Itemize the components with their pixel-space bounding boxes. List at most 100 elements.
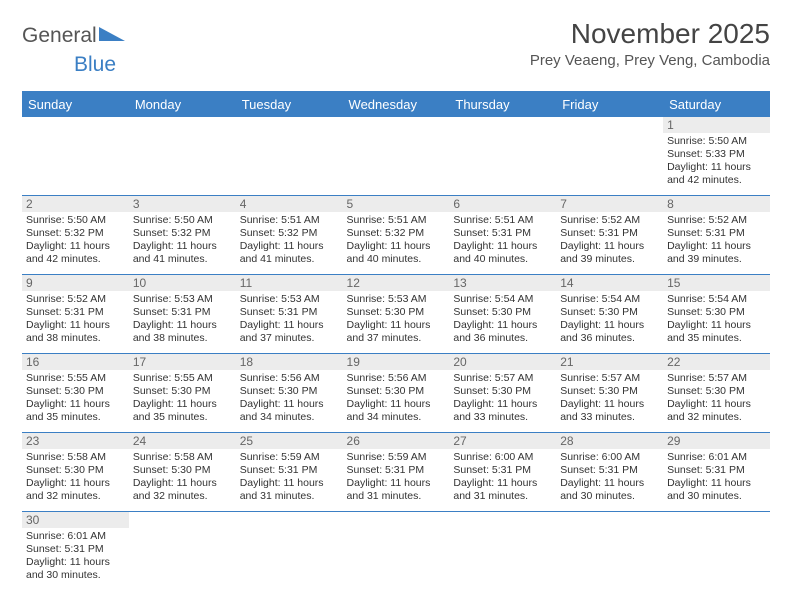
day-info: Sunrise: 6:00 AMSunset: 5:31 PMDaylight:…: [453, 451, 552, 504]
day-info: Sunrise: 5:52 AMSunset: 5:31 PMDaylight:…: [560, 214, 659, 267]
calendar-cell: [236, 117, 343, 196]
calendar-cell: [449, 117, 556, 196]
day-number: 20: [449, 354, 556, 370]
day-number: 15: [663, 275, 770, 291]
day-number: 3: [129, 196, 236, 212]
calendar-cell: 17 Sunrise: 5:55 AMSunset: 5:30 PMDayligh…: [129, 354, 236, 433]
calendar-cell: 29 Sunrise: 6:01 AMSunset: 5:31 PMDayligh…: [663, 433, 770, 512]
day-info: Sunrise: 5:53 AMSunset: 5:31 PMDaylight:…: [133, 293, 232, 346]
day-number: 28: [556, 433, 663, 449]
day-info: Sunrise: 5:58 AMSunset: 5:30 PMDaylight:…: [133, 451, 232, 504]
calendar-table: SundayMondayTuesdayWednesdayThursdayFrid…: [22, 92, 770, 590]
calendar-cell: 6Sunrise: 5:51 AMSunset: 5:31 PMDaylight…: [449, 196, 556, 275]
calendar-cell: 30Sunrise: 6:01 AMSunset: 5:31 PMDayligh…: [22, 512, 129, 591]
col-header: Tuesday: [236, 92, 343, 117]
calendar-cell: 14Sunrise: 5:54 AMSunset: 5:30 PMDayligh…: [556, 275, 663, 354]
calendar-cell: [449, 512, 556, 591]
day-info: Sunrise: 5:50 AMSunset: 5:32 PMDaylight:…: [26, 214, 125, 267]
day-number: 16: [22, 354, 129, 370]
col-header: Sunday: [22, 92, 129, 117]
calendar-cell: 12Sunrise: 5:53 AMSunset: 5:30 PMDayligh…: [343, 275, 450, 354]
month-title: November 2025: [530, 18, 770, 50]
calendar-cell: [663, 512, 770, 591]
day-info: Sunrise: 5:53 AMSunset: 5:31 PMDaylight:…: [240, 293, 339, 346]
calendar-row: 30Sunrise: 6:01 AMSunset: 5:31 PMDayligh…: [22, 512, 770, 591]
calendar-cell: 8 Sunrise: 5:52 AMSunset: 5:31 PMDaylight…: [663, 196, 770, 275]
calendar-cell: [343, 512, 450, 591]
day-info: Sunrise: 5:55 AMSunset: 5:30 PMDaylight:…: [26, 372, 125, 425]
calendar-body: 1Sunrise: 5:50 AMSunset: 5:33 PMDaylight…: [22, 117, 770, 590]
day-number: 4: [236, 196, 343, 212]
day-info: Sunrise: 5:57 AMSunset: 5:30 PMDaylight:…: [453, 372, 552, 425]
logo: General: [22, 18, 127, 48]
day-number: 14: [556, 275, 663, 291]
calendar-cell: [129, 117, 236, 196]
day-number: 9: [22, 275, 129, 291]
calendar-cell: 24Sunrise: 5:58 AMSunset: 5:30 PMDayligh…: [129, 433, 236, 512]
calendar-cell: [236, 512, 343, 591]
day-info: Sunrise: 5:56 AMSunset: 5:30 PMDaylight:…: [347, 372, 446, 425]
calendar-cell: 4Sunrise: 5:51 AMSunset: 5:32 PMDaylight…: [236, 196, 343, 275]
day-number: 17: [129, 354, 236, 370]
flag-icon: [99, 25, 125, 48]
col-header: Thursday: [449, 92, 556, 117]
calendar-cell: [556, 512, 663, 591]
calendar-cell: 19Sunrise: 5:56 AMSunset: 5:30 PMDayligh…: [343, 354, 450, 433]
day-number: 10: [129, 275, 236, 291]
day-number: 7: [556, 196, 663, 212]
day-info: Sunrise: 5:57 AMSunset: 5:30 PMDaylight:…: [667, 372, 766, 425]
day-number: 12: [343, 275, 450, 291]
day-number: 23: [22, 433, 129, 449]
calendar-cell: 23Sunrise: 5:58 AMSunset: 5:30 PMDayligh…: [22, 433, 129, 512]
day-number: 13: [449, 275, 556, 291]
day-info: Sunrise: 5:54 AMSunset: 5:30 PMDaylight:…: [667, 293, 766, 346]
day-info: Sunrise: 5:55 AMSunset: 5:30 PMDaylight:…: [133, 372, 232, 425]
calendar-row: 1Sunrise: 5:50 AMSunset: 5:33 PMDaylight…: [22, 117, 770, 196]
day-number: 8: [663, 196, 770, 212]
day-info: Sunrise: 5:50 AMSunset: 5:33 PMDaylight:…: [667, 135, 766, 188]
day-number: 27: [449, 433, 556, 449]
calendar-cell: 10 Sunrise: 5:53 AMSunset: 5:31 PMDayligh…: [129, 275, 236, 354]
day-number: 11: [236, 275, 343, 291]
calendar-cell: 13 Sunrise: 5:54 AMSunset: 5:30 PMDayligh…: [449, 275, 556, 354]
calendar-cell: 15 Sunrise: 5:54 AMSunset: 5:30 PMDayligh…: [663, 275, 770, 354]
day-number: 29: [663, 433, 770, 449]
day-info: Sunrise: 5:51 AMSunset: 5:32 PMDaylight:…: [347, 214, 446, 267]
calendar-row: 23Sunrise: 5:58 AMSunset: 5:30 PMDayligh…: [22, 433, 770, 512]
calendar-cell: 5Sunrise: 5:51 AMSunset: 5:32 PMDaylight…: [343, 196, 450, 275]
day-info: Sunrise: 6:00 AMSunset: 5:31 PMDaylight:…: [560, 451, 659, 504]
col-header: Saturday: [663, 92, 770, 117]
calendar-cell: 27 Sunrise: 6:00 AMSunset: 5:31 PMDayligh…: [449, 433, 556, 512]
calendar-cell: 3 Sunrise: 5:50 AMSunset: 5:32 PMDaylight…: [129, 196, 236, 275]
day-info: Sunrise: 5:52 AMSunset: 5:31 PMDaylight:…: [667, 214, 766, 267]
day-info: Sunrise: 5:50 AMSunset: 5:32 PMDaylight:…: [133, 214, 232, 267]
logo-text-b: Blue: [74, 53, 116, 76]
calendar-cell: 2 Sunrise: 5:50 AMSunset: 5:32 PMDaylight…: [22, 196, 129, 275]
calendar-cell: 9 Sunrise: 5:52 AMSunset: 5:31 PMDaylight…: [22, 275, 129, 354]
calendar-cell: 25Sunrise: 5:59 AMSunset: 5:31 PMDayligh…: [236, 433, 343, 512]
day-number: 22: [663, 354, 770, 370]
day-info: Sunrise: 6:01 AMSunset: 5:31 PMDaylight:…: [26, 530, 125, 583]
day-number: 25: [236, 433, 343, 449]
day-info: Sunrise: 5:59 AMSunset: 5:31 PMDaylight:…: [347, 451, 446, 504]
day-number: 21: [556, 354, 663, 370]
day-info: Sunrise: 5:54 AMSunset: 5:30 PMDaylight:…: [453, 293, 552, 346]
calendar-cell: 11 Sunrise: 5:53 AMSunset: 5:31 PMDayligh…: [236, 275, 343, 354]
calendar-cell: 21 Sunrise: 5:57 AMSunset: 5:30 PMDayligh…: [556, 354, 663, 433]
calendar-cell: 28 Sunrise: 6:00 AMSunset: 5:31 PMDayligh…: [556, 433, 663, 512]
calendar-cell: 26Sunrise: 5:59 AMSunset: 5:31 PMDayligh…: [343, 433, 450, 512]
day-number: 6: [449, 196, 556, 212]
calendar-cell: [556, 117, 663, 196]
col-header: Monday: [129, 92, 236, 117]
page: General November 2025 Prey Veaeng, Prey …: [0, 0, 792, 590]
day-info: Sunrise: 5:56 AMSunset: 5:30 PMDaylight:…: [240, 372, 339, 425]
day-info: Sunrise: 5:52 AMSunset: 5:31 PMDaylight:…: [26, 293, 125, 346]
calendar-cell: 20 Sunrise: 5:57 AMSunset: 5:30 PMDayligh…: [449, 354, 556, 433]
calendar-cell: 22 Sunrise: 5:57 AMSunset: 5:30 PMDayligh…: [663, 354, 770, 433]
col-header: Friday: [556, 92, 663, 117]
calendar-cell: [129, 512, 236, 591]
day-info: Sunrise: 5:57 AMSunset: 5:30 PMDaylight:…: [560, 372, 659, 425]
day-number: 2: [22, 196, 129, 212]
day-number: 18: [236, 354, 343, 370]
day-info: Sunrise: 6:01 AMSunset: 5:31 PMDaylight:…: [667, 451, 766, 504]
